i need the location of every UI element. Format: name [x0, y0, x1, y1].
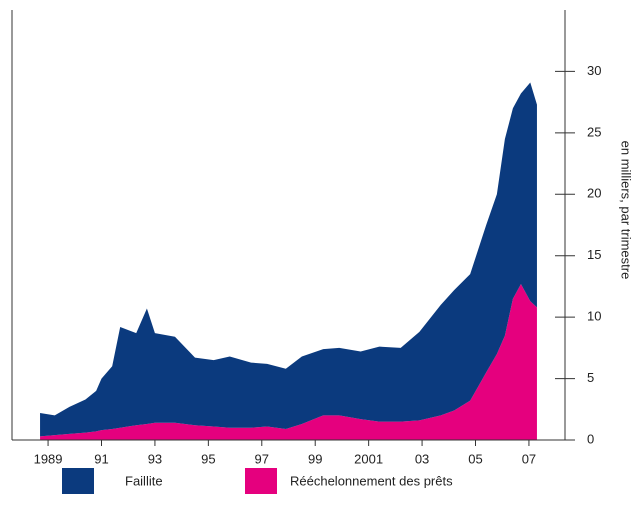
x-tick-label: 97: [255, 451, 269, 466]
y-tick-label: 20: [587, 186, 601, 201]
x-tick-label: 2001: [354, 451, 383, 466]
area: [40, 283, 537, 440]
y-tick-label: 10: [587, 309, 601, 324]
x-tick-label: 03: [415, 451, 429, 466]
y-tick-label: 0: [587, 431, 594, 446]
y-tick-label: 30: [587, 63, 601, 78]
legend-label: Rééchelonnement des prêts: [290, 473, 453, 488]
legend-swatch: [245, 468, 277, 494]
legend-label: Faillite: [125, 473, 163, 488]
x-tick-label: 05: [468, 451, 482, 466]
x-tick-label: 91: [94, 451, 108, 466]
y-tick-label: 5: [587, 370, 594, 385]
x-tick-label: 99: [308, 451, 322, 466]
x-tick-label: 95: [201, 451, 215, 466]
legend-swatch: [62, 468, 94, 494]
x-tick-label: 1989: [34, 451, 63, 466]
y-tick-label: 25: [587, 124, 601, 139]
x-tick-label: 07: [522, 451, 536, 466]
y-axis-label: en milliers, par trimestre: [619, 141, 634, 280]
x-tick-label: 93: [148, 451, 162, 466]
area: [40, 82, 537, 437]
y-tick-label: 15: [587, 247, 601, 262]
